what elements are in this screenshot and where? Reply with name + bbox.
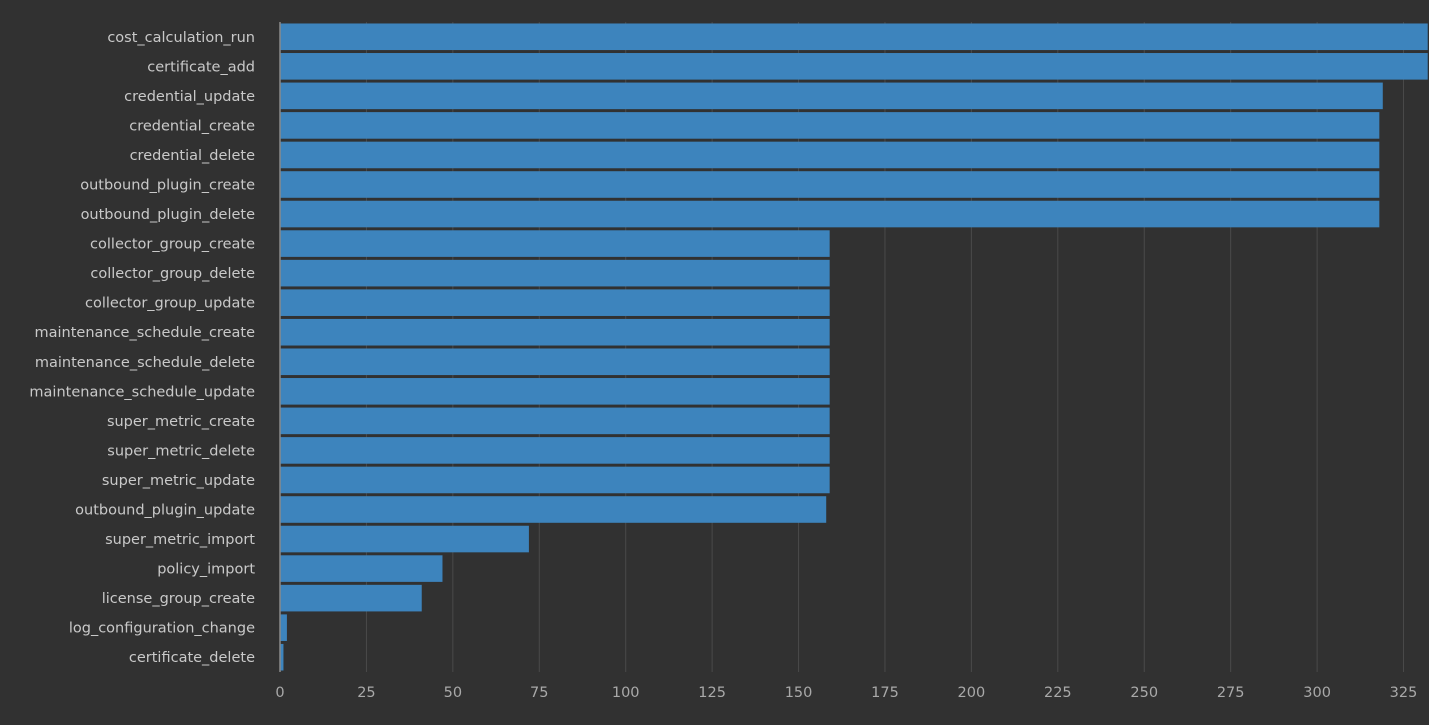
x-tick-label: 225 (1044, 685, 1072, 701)
category-label: super_metric_update (102, 473, 255, 489)
bar-outbound_plugin_create[interactable] (280, 171, 1380, 198)
category-label: maintenance_schedule_delete (35, 355, 255, 371)
category-label: collector_group_delete (90, 266, 255, 282)
x-tick-label: 50 (444, 685, 462, 701)
bar-maintenance_schedule_delete[interactable] (280, 348, 830, 376)
bar-policy_import[interactable] (280, 555, 443, 582)
bar-maintenance_schedule_create[interactable] (280, 318, 830, 346)
x-tick-label: 325 (1390, 685, 1418, 701)
category-label: super_metric_import (105, 532, 255, 548)
category-label: maintenance_schedule_update (29, 384, 255, 400)
x-tick-label: 75 (530, 685, 548, 701)
bar-outbound_plugin_delete[interactable] (280, 200, 1380, 228)
category-label: log_configuration_change (69, 621, 255, 637)
bar-collector_group_delete[interactable] (280, 259, 830, 287)
category-label: certificate_delete (129, 650, 255, 666)
bar-collector_group_update[interactable] (280, 289, 830, 316)
category-label: outbound_plugin_delete (81, 207, 256, 223)
x-tick-label: 250 (1130, 685, 1158, 701)
category-labels: cost_calculation_run certificate_addcrede… (29, 30, 255, 666)
bar-maintenance_schedule_update[interactable] (280, 378, 830, 405)
x-tick-label: 150 (785, 685, 813, 701)
x-tick-label: 275 (1217, 685, 1245, 701)
x-tick-label: 25 (357, 685, 375, 701)
bar-outbound_plugin_update[interactable] (280, 496, 827, 523)
category-label: credential_update (124, 89, 255, 105)
x-tick-labels: 0 25 50 75 100 125 150 175 200 225 250 275 300 325 (275, 685, 1417, 701)
category-label: collector_group_update (85, 296, 255, 312)
x-tick-label: 200 (958, 685, 986, 701)
x-tick-label: 125 (698, 685, 726, 701)
bar-super_metric_import[interactable] (280, 525, 529, 553)
x-tick-label: 0 (275, 685, 284, 701)
category-label: credential_delete (130, 148, 255, 164)
bar-super_metric_update[interactable] (280, 466, 830, 494)
bar-super_metric_create[interactable] (280, 407, 830, 435)
category-label: outbound_plugin_create (80, 178, 255, 194)
bars (280, 23, 1428, 671)
bar-credential_create[interactable] (280, 112, 1380, 139)
category-label: maintenance_schedule_create (34, 325, 255, 341)
bar-certificate_delete[interactable] (280, 643, 284, 671)
bar-license_group_create[interactable] (280, 584, 422, 612)
bar-credential_update[interactable] (280, 82, 1383, 110)
category-label: credential_create (129, 118, 255, 134)
category-label: cost_calculation_run (107, 30, 255, 46)
category-label: super_metric_create (107, 414, 255, 430)
bar-log_configuration_change[interactable] (280, 614, 287, 641)
bar-credential_delete[interactable] (280, 141, 1380, 169)
category-label: super_metric_delete (107, 443, 255, 459)
bar-certificate_add[interactable] (280, 53, 1428, 80)
category-label: outbound_plugin_update (75, 503, 255, 519)
category-label: collector_group_create (90, 237, 255, 253)
x-tick-label: 175 (871, 685, 899, 701)
bar-cost_calculation_run[interactable] (280, 23, 1428, 51)
x-tick-label: 100 (612, 685, 640, 701)
category-label: certificate_add (147, 59, 255, 75)
category-label: policy_import (157, 562, 255, 578)
x-tick-label: 300 (1303, 685, 1331, 701)
category-label: license_group_create (102, 591, 255, 607)
bar-collector_group_create[interactable] (280, 230, 830, 257)
bar-super_metric_delete[interactable] (280, 437, 830, 464)
